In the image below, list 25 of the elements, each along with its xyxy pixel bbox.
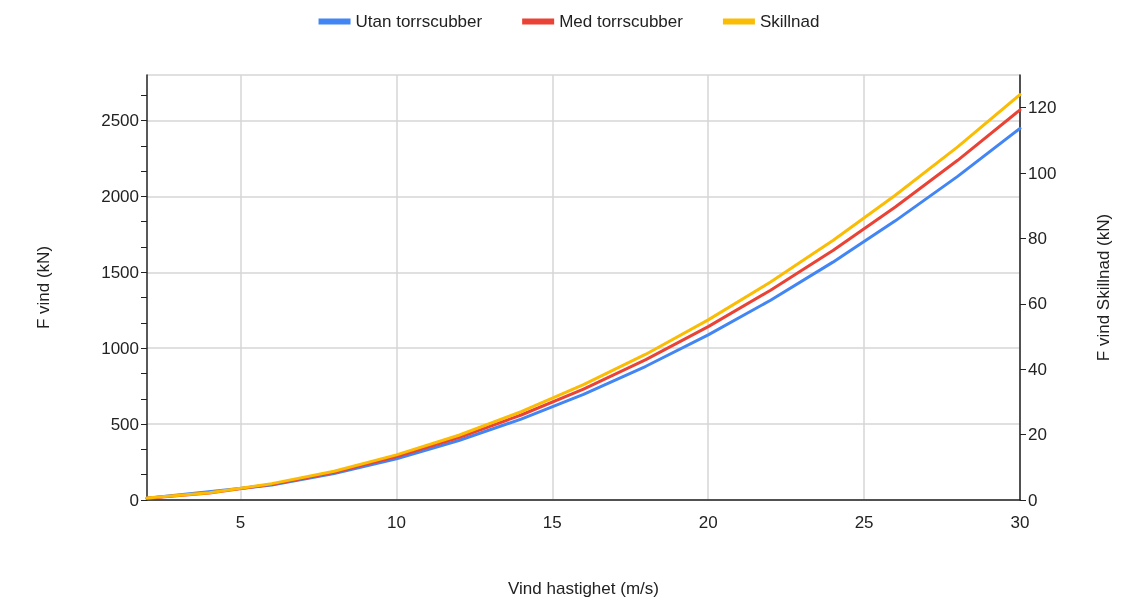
y-tick-label: 1500 — [101, 262, 139, 282]
x-tick-label: 20 — [698, 513, 718, 532]
y-tick-label: 500 — [110, 414, 139, 434]
y2-tick-label: 80 — [1028, 228, 1047, 248]
y2-tick-label: 100 — [1028, 163, 1057, 183]
y-tick-label: 2500 — [101, 111, 139, 131]
y-tick-label: 2000 — [101, 186, 139, 206]
x-tick-label: 25 — [854, 513, 874, 532]
y2-tick-label: 40 — [1028, 359, 1047, 379]
y-tick-label: 1000 — [101, 338, 139, 358]
legend-label: Utan torrscubber — [355, 12, 483, 31]
x-tick-label: 15 — [542, 513, 562, 532]
x-axis-title: Vind hastighet (m/s) — [508, 579, 659, 598]
y2-tick-label: 20 — [1028, 425, 1047, 445]
x-tick-label: 5 — [235, 513, 246, 532]
y2-tick-label: 0 — [1028, 490, 1038, 510]
y2-tick-label: 60 — [1028, 294, 1047, 314]
legend-label: Med torrscubber — [559, 12, 684, 31]
y-tick-label: 0 — [129, 490, 139, 510]
x-tick-label: 30 — [1010, 513, 1030, 532]
y2-axis-title: F vind Skillnad (kN) — [1094, 213, 1113, 362]
y2-tick-label: 120 — [1028, 98, 1057, 118]
x-tick-label: 10 — [386, 513, 406, 532]
y-axis-title: F vind (kN) — [34, 245, 53, 330]
legend-label: Skillnad — [759, 12, 820, 31]
